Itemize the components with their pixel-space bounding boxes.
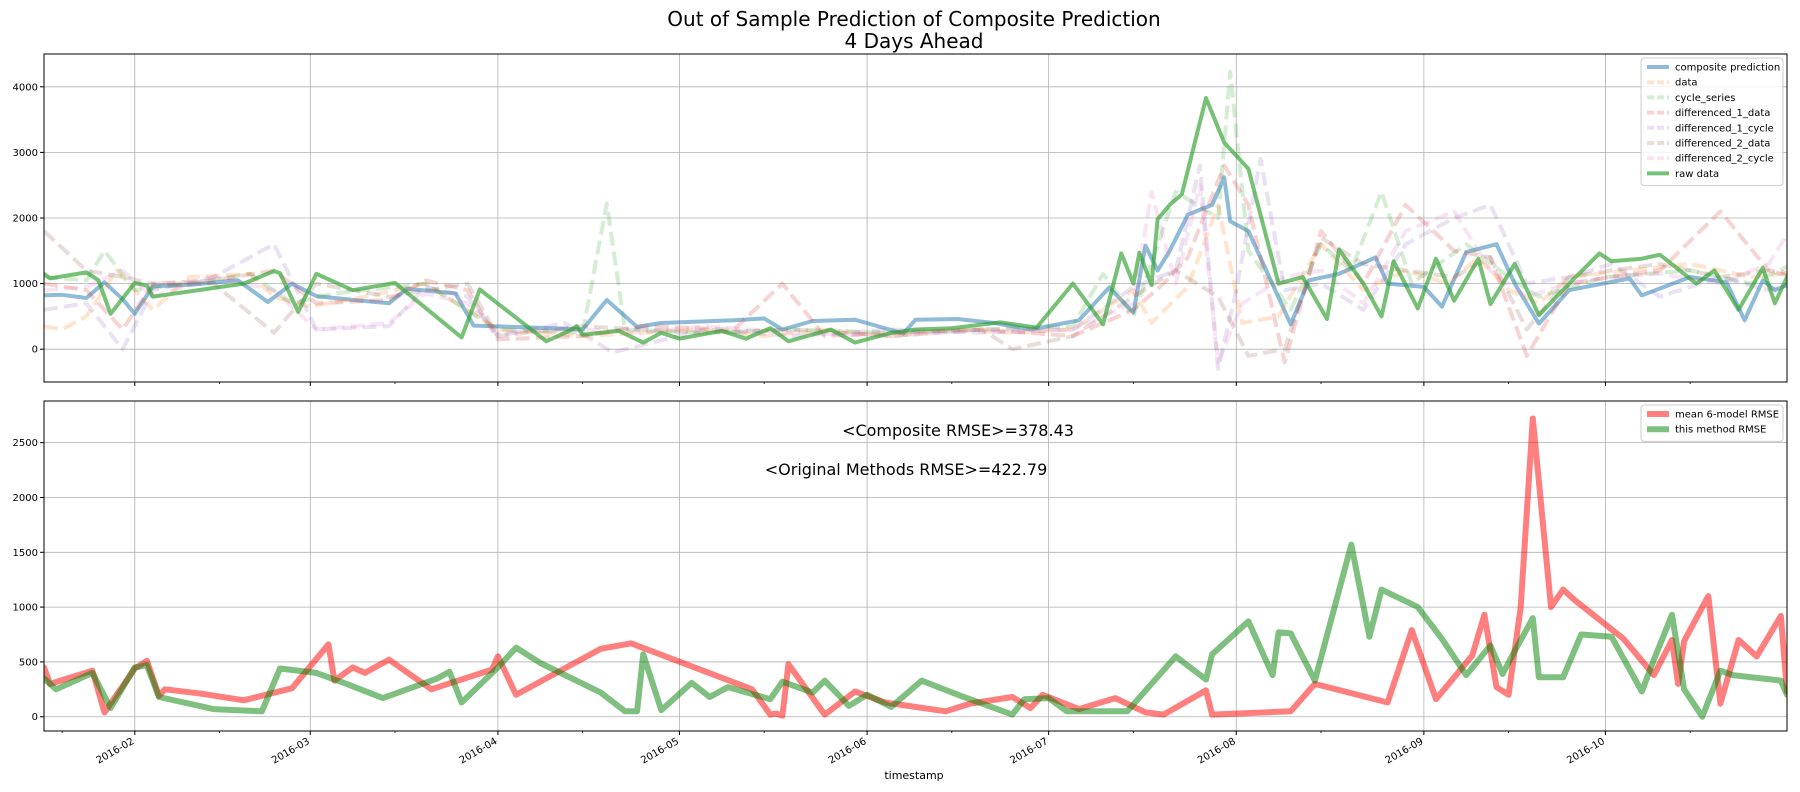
x-tick-label: 2016-07 (1008, 736, 1050, 766)
top-panel: 0 1000 2000 3000 4000 composite prediction dat… (13, 53, 1788, 386)
x-tick-label: 2016-04 (458, 736, 500, 766)
legend-label: differenced_1_cycle (1675, 123, 1774, 134)
series-group (44, 69, 1787, 371)
y-tick-label: 3000 (13, 148, 38, 159)
legend-label: this method RMSE (1675, 425, 1766, 436)
y-tick-label: 1500 (13, 548, 38, 559)
series-line-differenced-1-cycle (44, 157, 1787, 371)
series-line-differenced-2-cycle (44, 183, 1787, 365)
legend-label: differenced_2_cycle (1675, 154, 1774, 165)
x-tick-label: 2016-03 (270, 736, 312, 766)
x-axis-label: timestamp (884, 769, 943, 782)
original-methods-rmse-annotation: <Original Methods RMSE>=422.79 (765, 460, 1048, 479)
y-tick-label: 2000 (13, 214, 38, 225)
series-group (44, 415, 1787, 720)
x-tick-label: 2016-10 (1565, 736, 1607, 766)
composite-rmse-annotation: <Composite RMSE>=378.43 (842, 421, 1074, 440)
legend-label: cycle_series (1675, 93, 1735, 104)
x-tick-label: 2016-02 (95, 736, 137, 766)
series-line-this-method-rmse (44, 541, 1787, 720)
chart-subtitle: 4 Days Ahead (845, 29, 984, 53)
bottom-panel: 0 500 1000 1500 2000 2500 2016-02 2016-03 2016-0… (13, 400, 1788, 766)
series-line-composite-prediction (44, 175, 1787, 336)
y-tick-label: 2000 (13, 493, 38, 504)
y-tick-label: 2500 (13, 438, 38, 449)
x-tick-label: 2016-09 (1384, 736, 1426, 766)
legend-label: raw data (1675, 169, 1719, 180)
legend-box (1640, 57, 1784, 187)
y-tick-label: 0 (32, 345, 38, 356)
legend-label: differenced_1_data (1675, 108, 1770, 119)
legend-label: composite prediction (1675, 63, 1780, 74)
y-tick-label: 1000 (13, 603, 38, 614)
legend-label: data (1675, 78, 1698, 89)
series-line-differenced-1-data (44, 163, 1787, 365)
axes-frame (43, 400, 1788, 732)
x-tick-label: 2016-05 (639, 736, 681, 766)
y-tick-label: 1000 (13, 279, 38, 290)
legend-box (1640, 404, 1784, 442)
x-tick-label: 2016-06 (827, 736, 869, 766)
x-tick-label: 2016-08 (1196, 736, 1238, 766)
series-line-raw-data (44, 96, 1787, 345)
legend-label: mean 6-model RMSE (1675, 410, 1779, 421)
y-tick-label: 4000 (13, 82, 38, 93)
series-line-differenced-2-data (44, 229, 1787, 358)
series-line-data (44, 202, 1787, 339)
y-tick-label: 500 (19, 657, 38, 668)
y-tick-label: 0 (32, 712, 38, 723)
legend-label: differenced_2_data (1675, 139, 1770, 150)
chart-title: Out of Sample Prediction of Composite Pr… (667, 7, 1160, 31)
series-line-cycle-series (44, 69, 1787, 335)
